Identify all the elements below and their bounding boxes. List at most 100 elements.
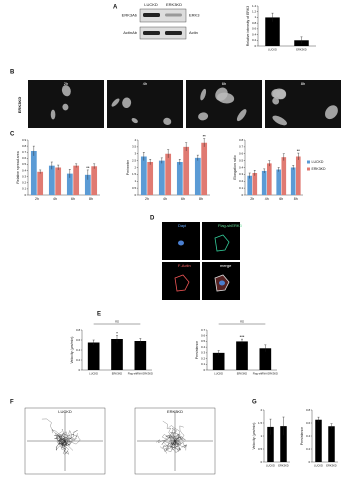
- track: [64, 430, 78, 443]
- y-tick-label: 1: [261, 434, 263, 438]
- x-tick-label: 2h: [35, 197, 39, 201]
- y-tick-label: 1.2: [252, 10, 257, 14]
- y-tick-label: 0: [242, 193, 244, 197]
- y-tick-label: 0.5: [258, 447, 263, 451]
- track: [41, 418, 66, 442]
- track: [63, 433, 78, 442]
- bar: [261, 170, 267, 195]
- lane-label: LUCKD: [144, 2, 158, 7]
- lane-label: ERK3KD: [166, 2, 182, 7]
- x-tick-label: 8h: [294, 197, 298, 201]
- x-tick-label: 2h: [250, 197, 254, 201]
- track: [63, 440, 70, 455]
- y-tick-label: 2: [261, 408, 263, 412]
- blot-erk3: [139, 8, 187, 23]
- bar: [87, 342, 100, 370]
- y-tick-label: 0.8: [76, 328, 81, 332]
- y-tick-label: 0.3: [239, 172, 244, 176]
- track: [174, 439, 187, 451]
- track: [54, 434, 66, 442]
- bar: [55, 167, 62, 195]
- cell: [50, 109, 56, 120]
- blot-band: [143, 31, 160, 35]
- x-tick-label: ERK3KD: [296, 48, 307, 52]
- bar: [267, 426, 274, 462]
- y-tick-label: 1.5: [132, 172, 137, 176]
- bar: [236, 341, 248, 370]
- y-axis-label: Perimeter: [126, 159, 130, 175]
- y-tick-label: 0.2: [239, 179, 244, 183]
- bar: [48, 165, 55, 195]
- y-tick-label: 0: [204, 368, 206, 372]
- bar: [183, 146, 190, 195]
- track: [174, 425, 185, 442]
- y-tick-label: 0: [255, 44, 257, 48]
- panel-letter: A: [113, 5, 118, 11]
- micrograph: [162, 262, 200, 300]
- panel-letter: D: [150, 216, 155, 222]
- panel-letter: F: [10, 400, 14, 406]
- y-tick-label: 2.5: [132, 158, 137, 162]
- blot-actin: [139, 26, 187, 40]
- y-tick-label: 0: [135, 193, 137, 197]
- bar: [328, 426, 335, 462]
- track: [163, 440, 180, 452]
- y-tick-label: 0.2: [76, 358, 81, 362]
- y-axis-label: Relative spread area: [16, 151, 20, 183]
- cell-outline: [214, 234, 230, 252]
- x-tick-label: 4h: [163, 197, 167, 201]
- x-tick-label: ERK3KD: [278, 464, 289, 468]
- y-tick-label: 0.8: [306, 408, 311, 412]
- bar: [66, 173, 73, 195]
- track: [156, 436, 176, 444]
- track: [174, 440, 181, 446]
- y-tick-label: 0.9: [22, 138, 27, 142]
- y-tick-label: 0.2: [22, 181, 27, 185]
- bar: [140, 156, 147, 195]
- legend-swatch: [307, 160, 310, 164]
- y-tick-label: 0.1: [239, 186, 244, 190]
- annotation: ns: [240, 319, 244, 323]
- cell: [111, 98, 120, 107]
- y-tick-label: 0: [261, 460, 263, 464]
- blot-band: [143, 13, 160, 17]
- annotation: **: [86, 165, 90, 170]
- y-tick-label: 0.6: [22, 156, 27, 160]
- bar: [280, 426, 287, 462]
- bar: [158, 160, 165, 195]
- bar: [276, 169, 282, 195]
- cell: [61, 85, 71, 97]
- row-label: ERK3KD: [17, 97, 22, 114]
- track: [172, 440, 179, 450]
- x-tick-label: 2h: [145, 197, 149, 201]
- bar: [281, 157, 287, 195]
- x-tick-label: 4h: [265, 197, 269, 201]
- legend-label: LUCKD: [312, 160, 324, 164]
- micrograph: [202, 222, 240, 260]
- bar: [73, 165, 80, 195]
- blot-band: [165, 31, 182, 35]
- x-tick-label: LUCKD: [268, 48, 277, 52]
- y-tick-label: 0.8: [22, 144, 27, 148]
- x-tick-label: ERK3KD: [326, 464, 337, 468]
- y-axis-label: Velocity (µm/min): [70, 337, 74, 364]
- bar: [84, 174, 91, 195]
- y-tick-label: 0.6: [306, 421, 311, 425]
- bar: [165, 153, 172, 195]
- legend-label: ERK3KD: [312, 167, 326, 171]
- cell: [198, 112, 209, 121]
- bar: [194, 157, 201, 195]
- x-tick-label: LUCKD: [266, 464, 275, 468]
- y-tick-label: 0: [79, 368, 81, 372]
- nucleus: [178, 240, 184, 246]
- cell: [236, 109, 247, 122]
- bar: [91, 166, 98, 195]
- track: [55, 440, 66, 451]
- stain-label: Dapi: [178, 223, 186, 228]
- bar: [315, 419, 322, 462]
- track: [173, 440, 181, 452]
- y-tick-label: 0.1: [22, 187, 27, 191]
- y-tick-label: 4: [135, 138, 137, 142]
- bar: [201, 142, 208, 195]
- y-tick-label: 0.3: [201, 351, 206, 355]
